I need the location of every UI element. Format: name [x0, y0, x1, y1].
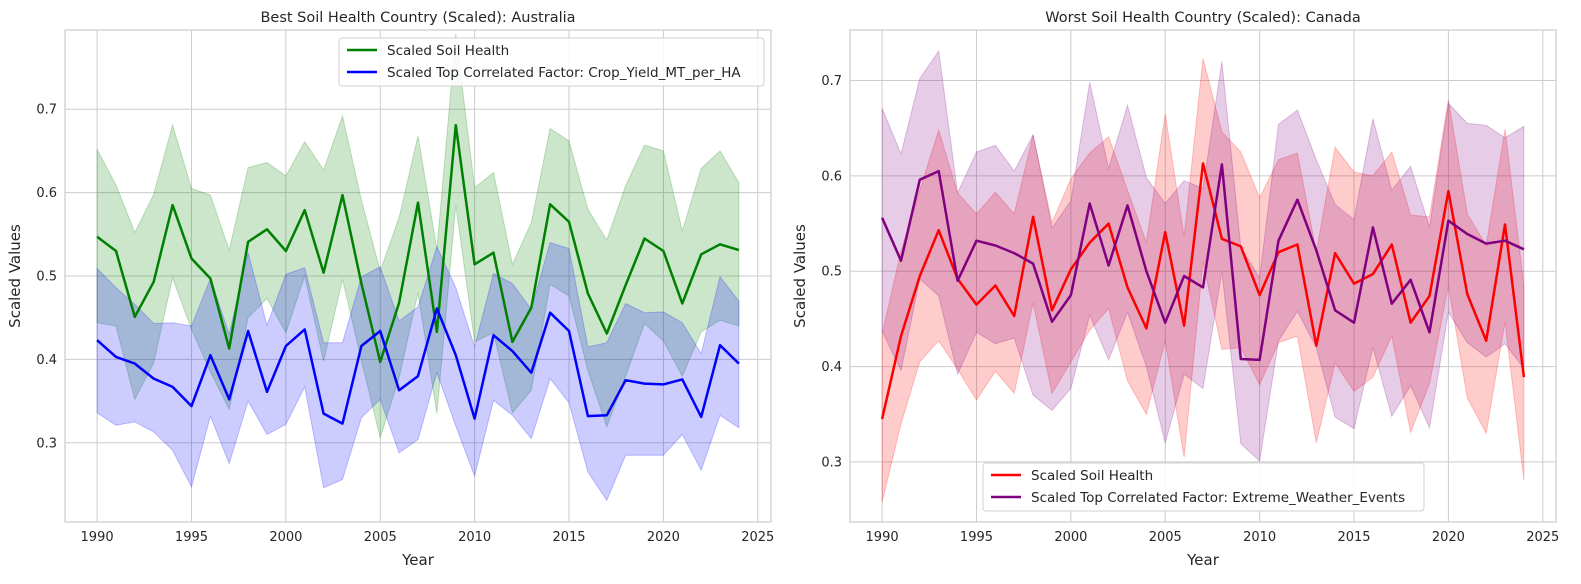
y-tick-label: 0.5 [821, 265, 842, 280]
confidence-band-2 [96, 241, 740, 502]
legend-label-1: Scaled Soil Health [387, 43, 509, 59]
x-tick-label: 2025 [1526, 530, 1559, 545]
series-line-1 [880, 162, 1526, 420]
x-tick-label: 1995 [175, 530, 208, 545]
x-tick-label: 1995 [960, 530, 993, 545]
y-axis-label: Scaled Values [791, 224, 809, 328]
legend-box [338, 37, 765, 87]
series-line-2 [96, 307, 740, 425]
legend: Scaled Soil Health Scaled Top Correlated … [338, 37, 765, 87]
x-tick-label: 1990 [866, 530, 899, 545]
y-tick-label: 0.7 [36, 103, 57, 118]
series-line-2 [880, 163, 1525, 362]
chart-panel-2: 1990 1995 2000 2005 2010 2015 2020 2025 0.3 0.4 0.… [791, 10, 1559, 569]
chart-title: Best Soil Health Country (Scaled): Austr… [260, 10, 575, 26]
y-tick-label: 0.4 [821, 360, 842, 375]
x-tick-label: 1990 [81, 530, 114, 545]
x-tick-label: 2005 [364, 530, 397, 545]
axes-frame [64, 29, 772, 523]
legend: Scaled Soil Health Scaled Top Correlated … [982, 462, 1425, 512]
x-tick-label: 2025 [741, 530, 774, 545]
y-tick-label: 0.3 [36, 436, 57, 451]
x-tick-label: 2015 [552, 530, 585, 545]
axes-frame [849, 29, 1557, 523]
legend-box [982, 462, 1425, 512]
y-tick-label: 0.3 [821, 455, 842, 470]
x-tick-label: 2000 [269, 530, 302, 545]
y-axis-label: Scaled Values [6, 224, 24, 328]
y-tick-label: 0.7 [821, 74, 842, 89]
x-tick-label: 2020 [647, 530, 680, 545]
x-tick-label: 2015 [1337, 530, 1370, 545]
legend-label-1: Scaled Soil Health [1031, 468, 1153, 484]
x-axis-label: Year [401, 551, 435, 569]
legend-label-2: Scaled Top Correlated Factor: Extreme_We… [1031, 490, 1405, 506]
x-tick-label: 2000 [1054, 530, 1087, 545]
y-tick-label: 0.6 [821, 169, 842, 184]
y-tick-label: 0.6 [36, 186, 57, 201]
x-tick-label: 2005 [1149, 530, 1182, 545]
series-line-1 [96, 123, 740, 364]
x-tick-label: 2010 [458, 530, 491, 545]
y-tick-label: 0.5 [36, 270, 57, 285]
x-axis-label: Year [1186, 551, 1220, 569]
chart-title: Worst Soil Health Country (Scaled): Cana… [1045, 10, 1361, 26]
legend-label-2: Scaled Top Correlated Factor: Crop_Yield… [387, 65, 741, 81]
y-tick-label: 0.4 [36, 353, 57, 368]
x-tick-label: 2020 [1432, 530, 1465, 545]
chart-panel-1: 1990 1995 2000 2005 2010 2015 2020 2025 0.3 0.4 0.… [6, 10, 774, 569]
confidence-band-1 [881, 58, 1525, 503]
confidence-band-1 [96, 34, 740, 440]
x-tick-label: 2010 [1243, 530, 1276, 545]
